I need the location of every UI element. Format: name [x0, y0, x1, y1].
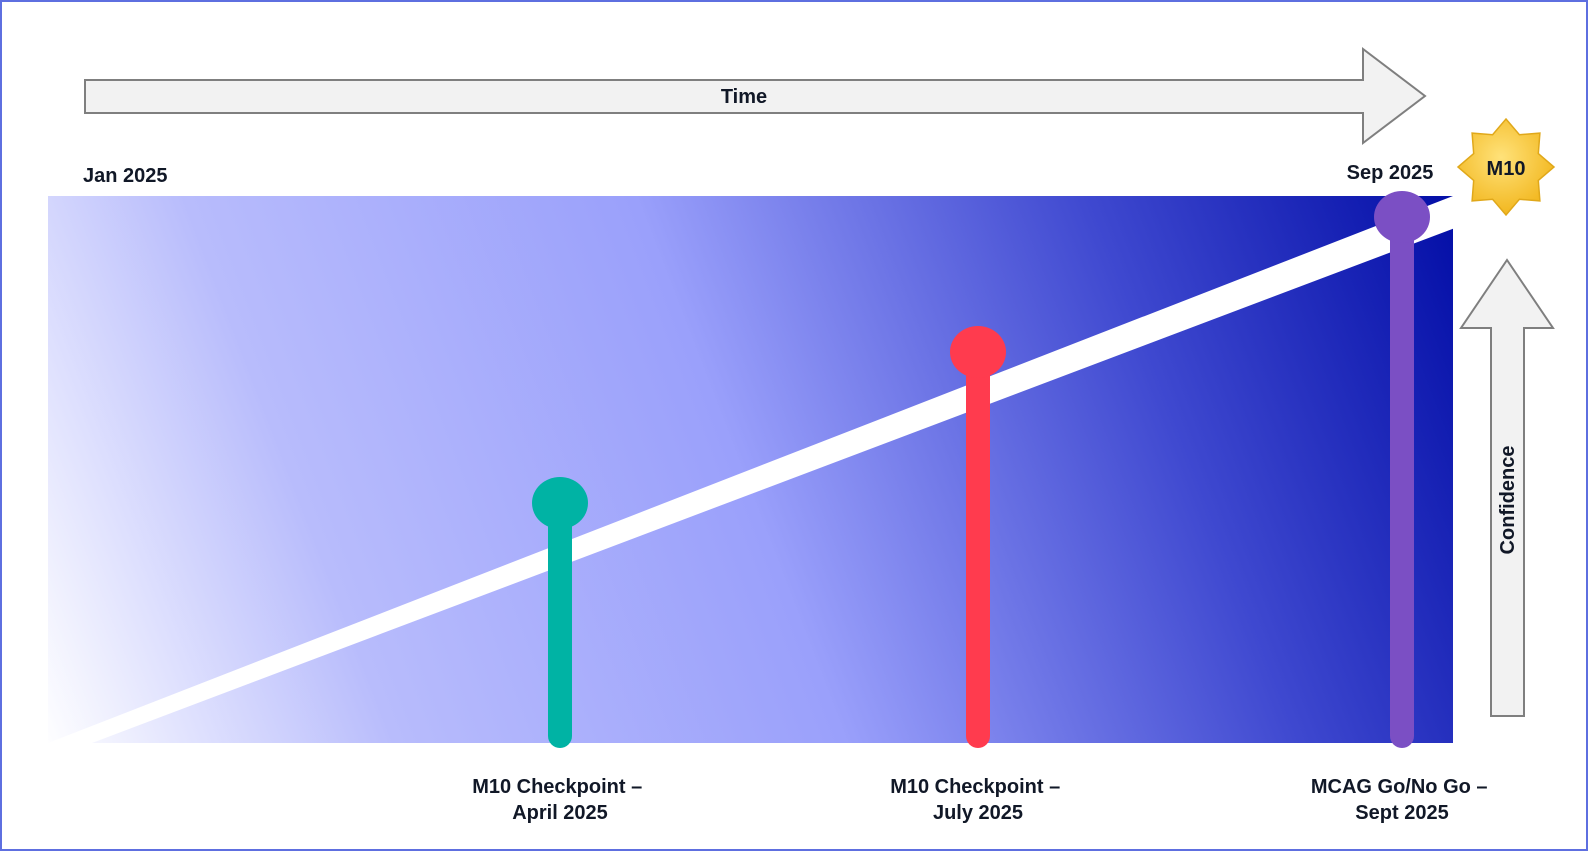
star-badge-icon: M10: [1456, 117, 1556, 217]
progress-diagonal-band: [48, 196, 1455, 743]
milestone-sept-label: MCAG Go/No Go – Sept 2025: [1311, 776, 1493, 824]
milestone-july-marker: [950, 326, 1006, 378]
milestone-sept-marker: [1374, 191, 1430, 243]
milestone-april: M10 Checkpoint – April 2025: [472, 477, 648, 824]
milestone-april-label-line1: M10 Checkpoint –: [472, 776, 642, 798]
confidence-arrow: [1459, 258, 1555, 717]
end-date-label: Sep 2025: [1347, 162, 1434, 184]
milestone-july-label: M10 Checkpoint – July 2025: [890, 776, 1066, 824]
milestone-july-label-line2: July 2025: [933, 802, 1023, 824]
milestone-april-label: M10 Checkpoint – April 2025: [472, 776, 648, 824]
badge-label: M10: [1487, 158, 1526, 180]
milestone-april-label-line2: April 2025: [512, 802, 608, 824]
confidence-arrow-label: Confidence: [1497, 446, 1519, 555]
milestone-sept-label-line1: MCAG Go/No Go –: [1311, 776, 1488, 798]
milestone-sept-label-line2: Sept 2025: [1355, 802, 1448, 824]
milestone-july-label-line1: M10 Checkpoint –: [890, 776, 1060, 798]
milestone-sept: MCAG Go/No Go – Sept 2025: [1311, 191, 1493, 824]
time-arrow: [84, 46, 1427, 146]
time-arrow-label: Time: [721, 86, 767, 108]
start-date-label: Jan 2025: [83, 165, 168, 187]
milestone-april-marker: [532, 477, 588, 529]
milestone-july: M10 Checkpoint – July 2025: [890, 326, 1066, 824]
